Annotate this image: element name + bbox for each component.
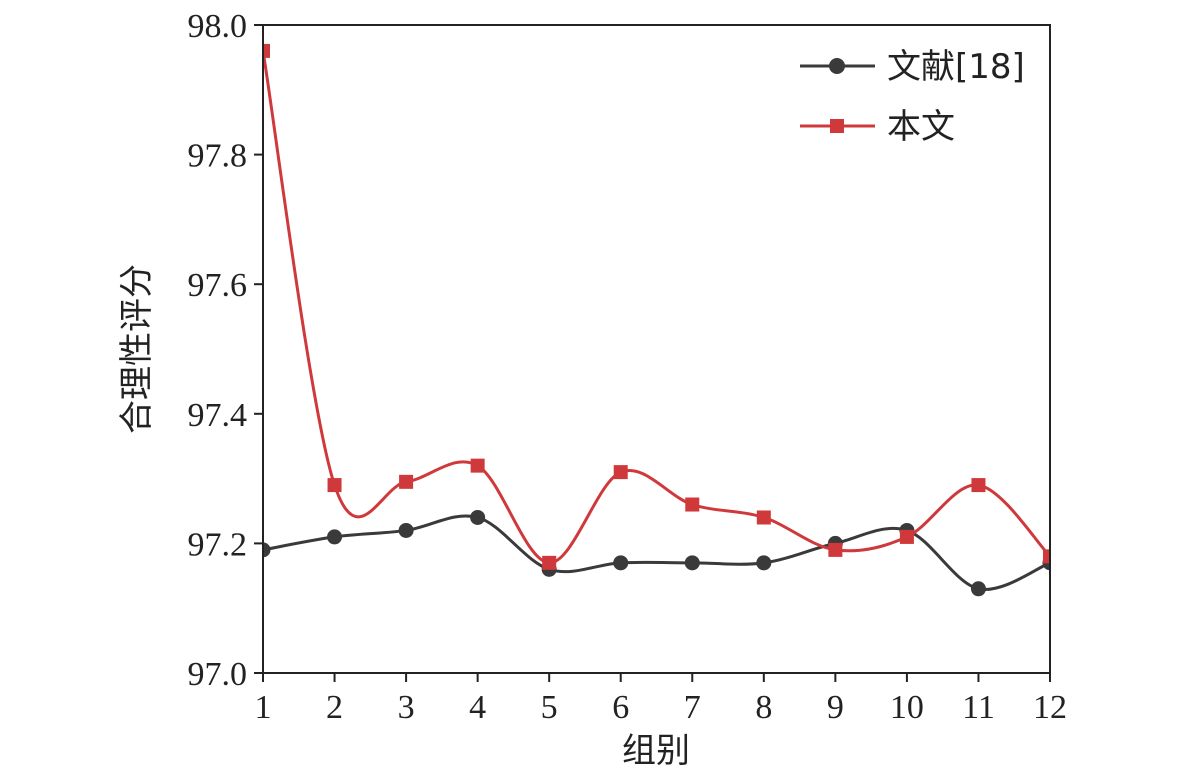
data-point [756,510,771,525]
x-tick-label: 3 [398,689,415,726]
data-point [398,522,414,538]
y-tick-label: 97.6 [188,267,248,304]
legend-marker [829,58,845,74]
legend-marker [830,119,844,133]
data-point [613,555,629,571]
data-point [470,458,485,473]
plot-frame [262,24,1051,674]
data-point [685,497,700,512]
series-line-1 [263,514,1050,591]
data-point [899,529,914,544]
x-axis-title: 组别 [622,731,690,771]
data-point [327,529,343,545]
data-point [828,542,843,557]
x-tick-label: 9 [827,689,844,726]
data-point [684,555,700,571]
data-point [970,581,986,597]
data-point [613,465,628,480]
x-tick-label: 8 [755,689,772,726]
x-tick-label: 2 [326,689,343,726]
legend-label: 本文 [887,107,955,147]
data-point [263,43,270,58]
data-point [756,555,772,571]
x-tick-label: 12 [1033,689,1067,726]
data-point [1043,549,1050,564]
data-point [263,542,271,558]
x-tick-label: 11 [962,689,995,726]
x-tick-label: 10 [890,689,924,726]
legend-label: 文献[18] [887,47,1025,87]
data-point [327,478,342,493]
y-tick-label: 97.2 [188,526,248,563]
x-tick-label: 5 [541,689,558,726]
y-axis-title: 合理性评分 [117,264,157,434]
data-point [399,474,414,489]
x-tick-label: 7 [684,689,701,726]
y-tick-label: 97.8 [188,138,248,175]
x-tick-label: 4 [469,689,486,726]
y-tick-label: 97.0 [188,656,248,693]
legend: 文献[18] 本文 [800,47,1025,147]
y-tick-label: 98.0 [188,8,248,45]
x-tick-label: 1 [255,689,272,726]
series-layer [263,43,1050,597]
y-axis: 97.0 97.2 97.4 97.6 97.8 98.0 [188,8,263,693]
data-point [470,509,486,525]
x-axis: 1 2 3 4 5 6 7 8 9 10 11 12 [255,673,1067,726]
data-point [542,555,557,570]
data-point [971,478,986,493]
y-tick-label: 97.4 [188,397,248,434]
x-tick-label: 6 [612,689,629,726]
